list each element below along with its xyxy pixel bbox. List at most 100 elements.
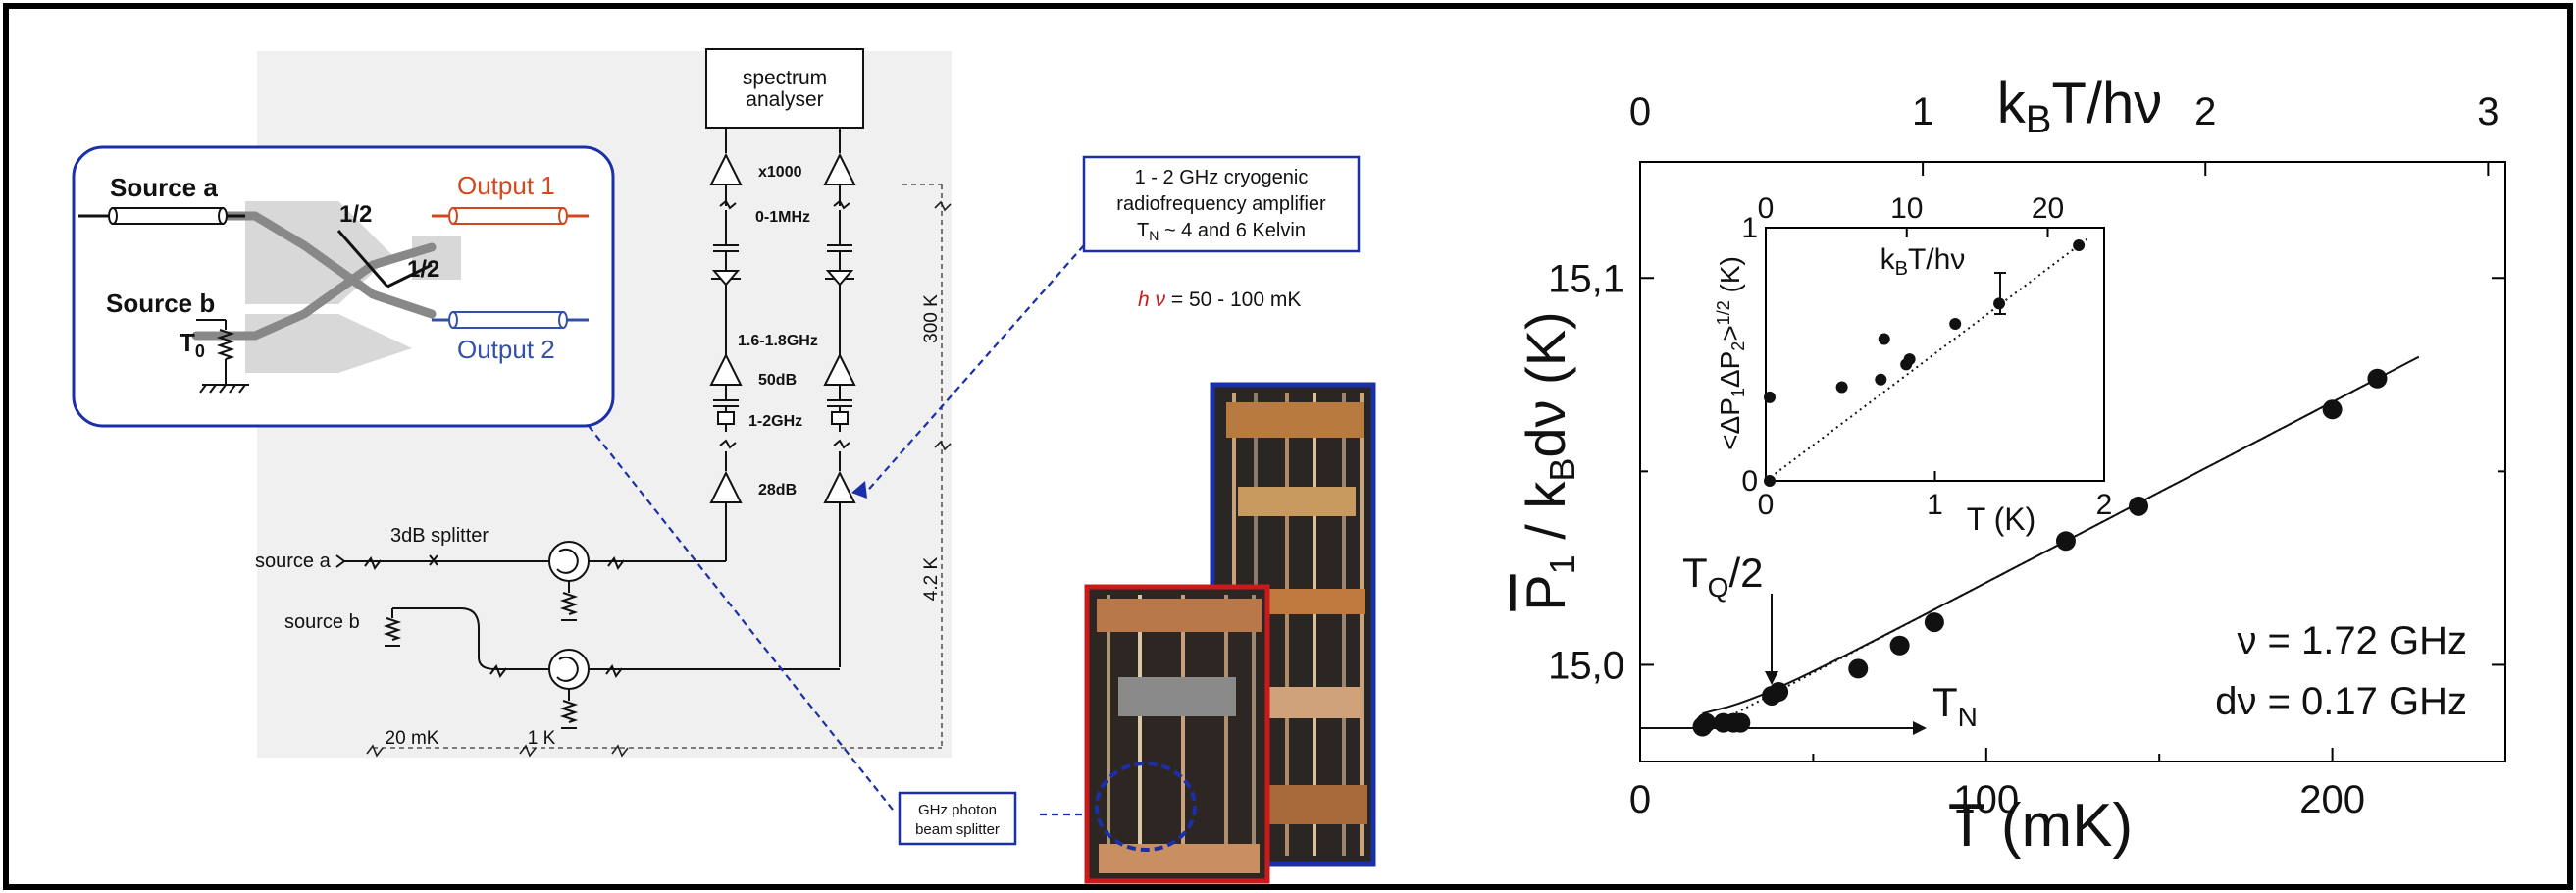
inset-half-1-label: 1/2 [339,201,372,228]
inset-y-ticks: 01 [1741,212,1776,498]
main-top-tick-label: 0 [1629,90,1651,133]
main-x-tick-label: 200 [2299,778,2365,821]
main-data-point [1769,682,1789,703]
main-data-point [2322,399,2343,420]
amplifier-chain-right [823,128,856,667]
main-top-tick-label: 2 [2194,90,2216,133]
gain-label-28db: 28dB [758,482,797,499]
main-data-point [2129,496,2149,516]
inset-t0-label: T0 [180,328,205,361]
main-x-ticks: 0 100 200 [1629,748,2506,821]
inset-data-point [1764,391,1776,403]
main-data-point [1696,712,1717,733]
input-lines [335,541,840,729]
amplifier-callout: 1 - 2 GHz cryogenic radiofrequency ampli… [851,155,1361,499]
tn-annotation: TN [1932,679,1978,732]
inset-x-ticks: 0 1 2 [1758,471,2112,521]
tq-arrow-head [1765,671,1778,685]
callout-line-2: radiofrequency amplifier [1116,193,1326,215]
inset-chart-background [1765,227,2105,482]
inset-top-tick-label: 0 [1758,192,1775,225]
gain-label-x1000: x1000 [758,164,802,181]
hnu-label: h ν = 50 - 100 mK [1138,289,1301,311]
inset-y-tick-label: 0 [1741,465,1758,498]
beam-splitter-callout-line-1: GHz photon [918,802,997,818]
nu-annotation: ν = 1.72 GHz [2237,619,2467,662]
inset-data-point [1835,381,1848,394]
cryostat-photo-small [1084,584,1270,884]
tn-arrow-head [1913,721,1927,735]
main-data-point [1924,612,1944,633]
source-b-resistor [196,319,249,394]
inset-top-ticks: 0 10 20 [1758,192,2064,237]
gain-label-50db: 50dB [758,372,797,389]
band-label-1-2ghz: 1-2GHz [748,413,802,430]
inset-top-tick-label: 20 [2032,192,2064,225]
cable-output-2 [432,311,589,329]
tq-annotation: TQ/2 [1682,550,1763,603]
main-data-point [2055,531,2076,552]
inset-output-1-label: Output 1 [457,171,555,200]
inset-source-a-label: Source a [110,173,218,202]
temp-label-1k: 1 K [528,728,556,749]
main-y-tick-label: 15,1 [1548,257,1624,300]
main-top-tick-label: 1 [1912,90,1933,133]
inset-fit-line [1765,237,2088,482]
inset-data-point [1949,318,1962,331]
temp-label-300k: 300 K [921,294,942,343]
inset-x-tick-label: 0 [1758,489,1775,521]
main-y-tick-label: 15,0 [1548,644,1624,687]
inset-half-2-label: 1/2 [407,256,439,283]
source-a-label: source a [255,551,332,572]
splitter-diagonal [336,230,433,289]
callout-pointer-line [862,244,1085,497]
main-x-tick-label: 0 [1629,778,1651,821]
beam-splitter-callout-line-2: beam splitter [915,821,1000,838]
main-chart-frame [1639,161,2506,762]
main-data-point [1730,712,1751,733]
inset-data-point [1903,353,1916,366]
line-break-marks [366,200,952,758]
source-b-label: source b [284,611,360,633]
spectrum-analyser-label-1: spectrum [743,67,827,89]
inset-x-tick-label: 1 [1927,489,1943,521]
callout-line-1: 1 - 2 GHz cryogenic [1135,167,1309,188]
inset-fit-line [1765,237,2088,482]
main-asymptote-line [1709,377,2378,728]
inset-output-2-label: Output 2 [457,335,555,364]
inset-data-point [1764,475,1776,487]
inset-y-tick-label: 1 [1741,212,1758,244]
main-data-points [1692,368,2388,737]
cable-source-a [78,207,245,225]
cable-output-1 [432,207,589,225]
inset-top-axis-label: kBT/hν [1880,243,1966,280]
inset-top-tick-label: 10 [1890,192,1923,225]
spectrum-analyser-label-2: analyser [746,88,823,111]
main-top-tick-label: 3 [2477,90,2499,133]
beam-splitter-inset: Source a Source b T0 1/2 1/2 Output 1 Ou… [72,145,615,428]
main-y-ticks: 15,0 15,1 [1548,257,2505,687]
beam-splitter-callout-box [898,791,1017,846]
band-label-1-6-1-8ghz: 1.6-1.8GHz [738,333,818,349]
splitter-label: 3dB splitter [390,525,489,547]
inset-data-point [1878,333,1890,345]
main-x-tick-label: 100 [1953,778,2019,821]
temp-label-4k2: 4.2 K [921,556,942,601]
amplifier-callout-box [1082,155,1361,253]
spectrum-analyser-box [705,48,864,129]
main-top-ticks: 0 1 2 3 [1629,90,2499,176]
amplifier-chain-left [709,128,743,561]
main-data-point [1848,658,1869,679]
beam-splitter-callout: GHz photon beam splitter [898,791,1017,846]
inset-data-point [1875,373,1887,386]
main-top-axis-label: kBT/hν [1997,72,2163,141]
dnu-annotation: dν = 0.17 GHz [2215,680,2467,723]
main-x-axis-label: T (mK) [1948,792,2133,860]
main-data-point [1889,635,1910,656]
band-label-0-1mhz: 0-1MHz [755,209,810,226]
inset-source-b-label: Source b [106,289,215,318]
main-y-axis-label: P1 / kBdν (K) [1515,311,1582,610]
